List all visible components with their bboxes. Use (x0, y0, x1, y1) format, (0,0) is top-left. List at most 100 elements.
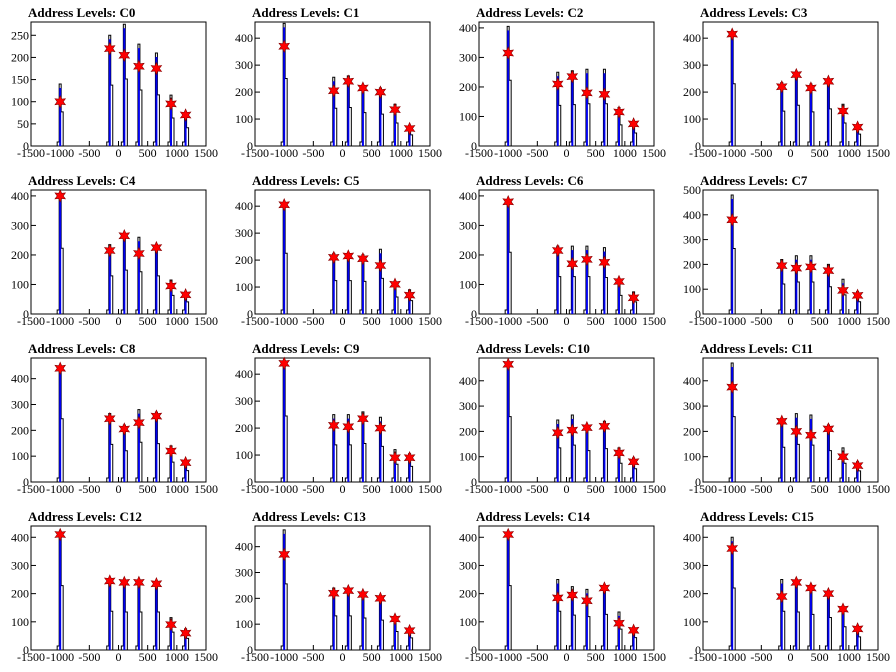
histogram-outline (344, 414, 352, 482)
x-tick-label: -500 (302, 482, 324, 496)
plot-frame (702, 21, 879, 147)
x-tick-label: 1000 (389, 314, 413, 328)
peak-marker (118, 575, 131, 590)
y-tick-label: 400 (235, 540, 253, 554)
bar (59, 198, 62, 314)
peak-marker (627, 117, 640, 131)
peak-marker (613, 446, 625, 460)
bar (585, 250, 588, 314)
x-tick-label: 1000 (837, 314, 861, 328)
bar (283, 207, 286, 314)
histogram-panel: Address Levels: C4 0 100 200 300 400 -1500 -100… (0, 168, 224, 336)
bar (408, 457, 411, 482)
bar (618, 284, 620, 314)
histogram-outline (554, 71, 562, 146)
bar (809, 589, 812, 650)
x-tick-label: -1500 (465, 146, 493, 160)
x-tick-label: 0 (340, 314, 346, 328)
x-tick-label: -1000 (270, 650, 298, 664)
bar (618, 111, 620, 146)
y-tick-label: 100 (683, 615, 701, 629)
chart-svg: 0 100 200 300 400 500 -1500 -1000 -500 0 500 1000 15… (683, 183, 890, 328)
bar (170, 449, 172, 482)
chart-title: Address Levels: C15 (700, 509, 814, 524)
y-tick-label: 400 (235, 31, 253, 45)
chart-title: Address Levels: C10 (476, 341, 590, 356)
bar (283, 533, 286, 650)
y-tick-label: 300 (459, 218, 477, 232)
peak-marker (165, 444, 177, 458)
chart-title: Address Levels: C4 (28, 173, 136, 188)
peak-marker (581, 593, 593, 608)
x-tick-label: 1000 (389, 482, 413, 496)
histogram-panel: Address Levels: C9 0 100 200 300 400 -1500 -100… (224, 336, 448, 504)
peak-marker (278, 198, 291, 212)
histogram-panel: Address Levels: C8 0 100 200 300 400 -1500 -100… (0, 336, 224, 504)
bar (332, 418, 335, 482)
y-tick-label: 400 (235, 367, 253, 381)
bar (780, 583, 783, 650)
x-tick-label: 500 (587, 146, 605, 160)
peak-marker (103, 243, 116, 258)
peak-marker (598, 419, 611, 434)
bar (795, 417, 798, 482)
bar (170, 99, 172, 146)
plot-frame (30, 189, 207, 315)
y-tick-label: 300 (235, 58, 253, 72)
x-tick-label: -1500 (17, 314, 45, 328)
y-tick-label: 300 (235, 566, 253, 580)
x-tick-label: -1000 (718, 146, 746, 160)
x-tick-label: -1000 (718, 314, 746, 328)
x-tick-label: -1000 (718, 650, 746, 664)
histogram-panel: Address Levels: C10 0 100 200 300 400 -1500 -10… (448, 336, 672, 504)
y-tick-label: 250 (11, 28, 29, 42)
histogram-outline (330, 414, 338, 482)
bar (827, 82, 830, 146)
x-tick-label: -1500 (689, 650, 717, 664)
y-tick-label: 100 (235, 617, 253, 631)
x-tick-label: 1500 (418, 482, 442, 496)
peak-marker (327, 586, 340, 600)
bar (137, 584, 140, 650)
peak-marker (54, 94, 67, 109)
chart-title: Address Levels: C6 (476, 173, 584, 188)
x-tick-label: 1000 (837, 650, 861, 664)
plot-frame (254, 21, 431, 147)
plot-frame (702, 525, 879, 651)
bar (632, 295, 635, 314)
y-tick-label: 300 (459, 50, 477, 64)
peak-marker (726, 213, 739, 227)
peak-marker (118, 422, 131, 436)
peak-marker (103, 411, 116, 426)
x-tick-label: 1000 (613, 482, 637, 496)
bar (184, 295, 187, 314)
bar (731, 36, 734, 146)
bar (585, 429, 588, 482)
peak-marker (566, 257, 579, 271)
y-tick-label: 0 (247, 139, 253, 153)
peak-marker (551, 243, 564, 258)
chart-svg: 0 100 200 300 400 -1500 -1000 -500 0 500 1000 1500 (683, 21, 890, 160)
bar (780, 86, 783, 146)
y-tick-label: 100 (11, 449, 29, 463)
x-tick-label: 0 (116, 650, 122, 664)
y-tick-label: 200 (235, 253, 253, 267)
bar (59, 537, 62, 650)
y-tick-label: 100 (459, 277, 477, 291)
y-tick-label: 300 (11, 218, 29, 232)
y-tick-label: 400 (235, 199, 253, 213)
histogram-outline (583, 588, 591, 650)
peak-marker (327, 83, 340, 98)
bar (108, 417, 111, 482)
x-tick-label: 1000 (613, 650, 637, 664)
y-tick-label: 0 (247, 307, 253, 321)
plot-frame (30, 21, 207, 147)
histogram-outline (359, 411, 367, 482)
histogram-outline (135, 236, 143, 314)
y-tick-label: 100 (459, 450, 477, 464)
peak-marker (103, 574, 116, 588)
bar (809, 88, 812, 146)
peak-marker (613, 105, 625, 119)
x-tick-label: 1000 (837, 146, 861, 160)
plot-frame (254, 357, 431, 483)
